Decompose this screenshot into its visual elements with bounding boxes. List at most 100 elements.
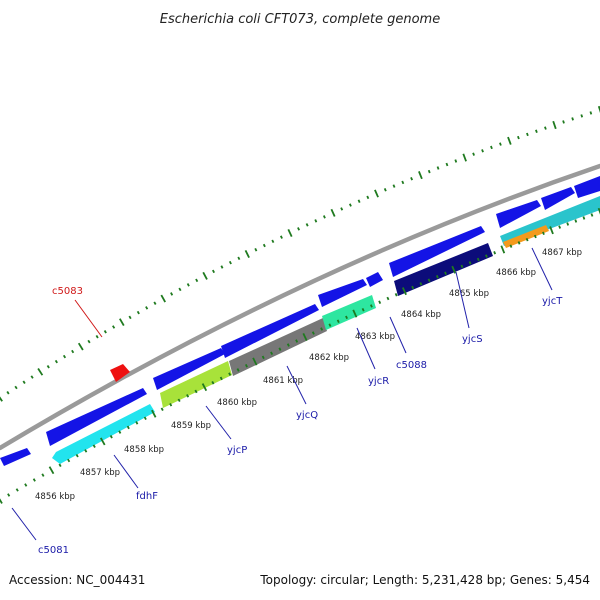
- gene-arrow: [46, 388, 147, 446]
- tick-mark: [322, 215, 326, 219]
- tick-mark: [15, 488, 19, 492]
- tick-mark: [493, 251, 497, 255]
- tick-mark: [552, 120, 557, 130]
- tick-mark: [401, 287, 407, 296]
- tick-mark: [462, 153, 467, 162]
- tick-mark: [22, 380, 26, 384]
- tick-mark: [271, 239, 275, 244]
- tick-mark: [481, 149, 484, 153]
- tick-mark: [112, 325, 116, 329]
- tick-mark: [490, 145, 493, 150]
- tick-mark: [314, 219, 318, 223]
- tick-mark: [297, 227, 301, 231]
- tick-mark: [517, 135, 520, 140]
- tick-mark: [336, 319, 340, 323]
- scale-label: 4856 kbp: [35, 492, 75, 502]
- leader-c5088: [389, 316, 407, 354]
- tick-mark: [24, 483, 28, 487]
- gene-label-fdhF: fdhF: [136, 491, 158, 502]
- tick-mark: [153, 301, 157, 305]
- accession-text: Accession: NC_004431: [9, 573, 146, 587]
- tick-mark: [427, 278, 431, 283]
- tick-mark: [54, 359, 58, 364]
- tick-mark: [525, 237, 529, 242]
- leader-yjcR: [356, 327, 376, 370]
- tick-mark: [378, 300, 382, 304]
- tick-mark: [170, 292, 174, 296]
- tick-mark: [252, 357, 258, 366]
- scale-label: 4859 kbp: [171, 421, 211, 431]
- leader-yjcT: [531, 247, 553, 291]
- tick-mark: [435, 275, 439, 279]
- tick-mark: [330, 208, 336, 217]
- gene-label-yjcP: yjcP: [227, 445, 247, 456]
- tick-mark: [383, 188, 387, 192]
- tick-mark: [160, 294, 166, 303]
- tick-mark: [109, 434, 113, 439]
- forward-strand-genes: [0, 176, 600, 466]
- gene-labels: c5081 fdhF yjcP yjcQ yjcR c5088 yjcS yjc…: [38, 286, 563, 556]
- tick-mark: [186, 283, 190, 287]
- scale-label: 4862 kbp: [309, 353, 349, 363]
- tick-mark: [37, 368, 44, 376]
- tick-mark: [244, 249, 250, 259]
- gene-fdhF-arrow: [52, 404, 155, 464]
- leader-c5081: [11, 507, 37, 541]
- tick-mark: [427, 169, 431, 174]
- scale-label: 4866 kbp: [496, 268, 536, 278]
- tick-mark: [444, 271, 447, 275]
- scale-labels: 4856 kbp 4857 kbp 4858 kbp 4859 kbp 4860…: [35, 248, 582, 502]
- tick-mark: [84, 449, 88, 453]
- tick-mark: [507, 136, 512, 145]
- tick-mark: [135, 421, 139, 425]
- tick-mark: [549, 226, 554, 235]
- tick-mark: [451, 265, 457, 274]
- tick-mark: [320, 327, 324, 331]
- tick-mark: [509, 244, 513, 248]
- tick-mark: [357, 199, 361, 203]
- gene-label-yjcQ: yjcQ: [296, 410, 318, 421]
- tick-mark: [401, 180, 405, 185]
- tick-mark: [499, 142, 502, 146]
- tick-mark: [535, 129, 538, 133]
- leader-yjcP: [205, 405, 232, 440]
- tick-mark: [219, 376, 223, 381]
- tick-mark: [236, 368, 240, 372]
- tick-mark: [302, 333, 308, 341]
- tick-mark: [590, 213, 594, 217]
- tick-mark: [542, 231, 545, 236]
- tick-mark: [41, 473, 45, 477]
- gene-arrow: [389, 226, 485, 277]
- gene-label-c5083: c5083: [52, 286, 83, 297]
- tick-mark: [287, 229, 293, 237]
- tick-mark: [194, 389, 198, 394]
- gene-arrow: [366, 272, 383, 287]
- tick-mark: [582, 216, 586, 220]
- genome-backbone: [0, 163, 600, 451]
- tick-mark: [119, 318, 125, 327]
- tick-mark: [6, 391, 10, 395]
- map-title: Escherichia coli CFT073, complete genome: [160, 12, 440, 27]
- tick-mark: [574, 219, 578, 223]
- tick-mark: [286, 343, 290, 347]
- tick-mark: [419, 282, 423, 286]
- tick-mark: [212, 269, 215, 274]
- genome-summary-text: Topology: circular; Length: 5,231,428 bp…: [260, 573, 590, 587]
- tick-mark: [46, 365, 50, 369]
- tick-mark: [186, 394, 190, 398]
- gene-c5083-marker: [110, 364, 130, 382]
- tick-mark: [410, 177, 414, 181]
- tick-mark: [237, 256, 241, 261]
- tick-mark: [305, 223, 309, 227]
- tick-mark: [544, 126, 547, 130]
- gene-label-yjcS: yjcS: [462, 334, 483, 345]
- tick-mark: [95, 334, 99, 339]
- tick-mark: [201, 383, 208, 392]
- tick-mark: [7, 493, 11, 497]
- gene-arrow: [574, 176, 600, 198]
- scale-tick-track: [0, 207, 600, 504]
- tick-mark: [126, 425, 130, 430]
- tick-mark: [517, 241, 521, 245]
- tick-mark: [472, 152, 475, 156]
